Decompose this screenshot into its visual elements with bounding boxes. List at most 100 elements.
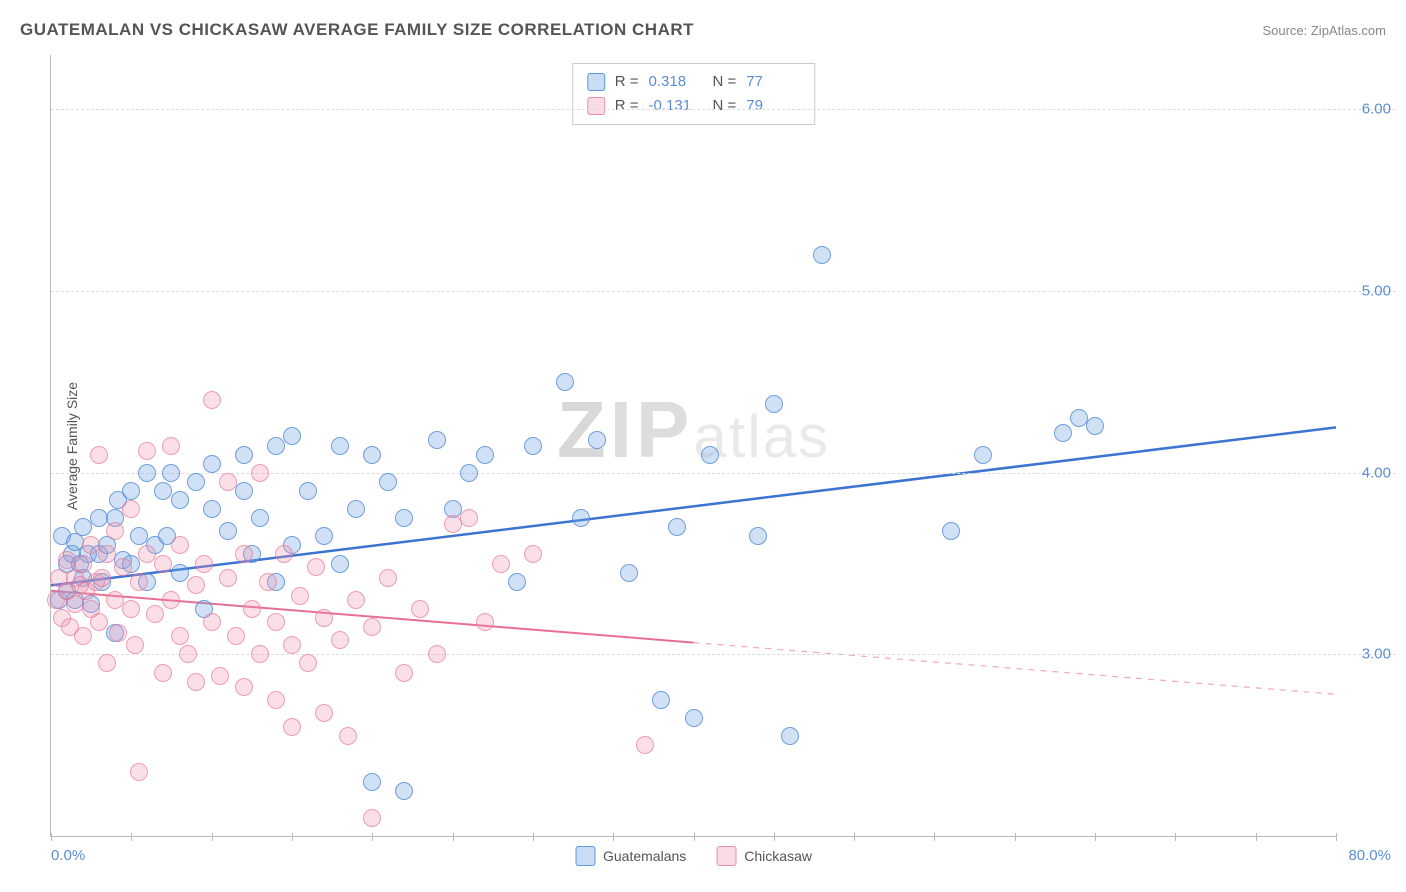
n-value: 77 <box>746 70 800 94</box>
data-point <box>492 555 510 573</box>
data-point <box>283 718 301 736</box>
data-point <box>299 482 317 500</box>
data-point <box>90 613 108 631</box>
data-point <box>203 500 221 518</box>
data-point <box>195 555 213 573</box>
series-legend: Guatemalans Chickasaw <box>575 846 812 866</box>
data-point <box>122 482 140 500</box>
data-point <box>476 446 494 464</box>
data-point <box>363 618 381 636</box>
chart-header: GUATEMALAN VS CHICKASAW AVERAGE FAMILY S… <box>20 20 1386 40</box>
data-point <box>114 558 132 576</box>
data-point <box>942 522 960 540</box>
x-tick <box>131 833 132 841</box>
data-point <box>588 431 606 449</box>
legend-label: Guatemalans <box>603 848 686 864</box>
data-point <box>572 509 590 527</box>
data-point <box>363 809 381 827</box>
data-point <box>90 446 108 464</box>
data-point <box>154 664 172 682</box>
data-point <box>636 736 654 754</box>
data-point <box>620 564 638 582</box>
legend-item: Chickasaw <box>716 846 812 866</box>
data-point <box>227 627 245 645</box>
x-axis-min-label: 0.0% <box>51 847 85 864</box>
data-point <box>219 569 237 587</box>
x-tick <box>1336 833 1337 841</box>
data-point <box>395 509 413 527</box>
data-point <box>171 536 189 554</box>
y-tick-label: 6.00 <box>1362 101 1391 118</box>
data-point <box>299 654 317 672</box>
x-tick <box>212 833 213 841</box>
data-point <box>251 509 269 527</box>
data-point <box>476 613 494 631</box>
n-label: N = <box>713 70 737 94</box>
data-point <box>187 576 205 594</box>
n-label: N = <box>713 94 737 118</box>
x-tick <box>51 833 52 841</box>
data-point <box>267 613 285 631</box>
data-point <box>130 573 148 591</box>
data-point <box>187 473 205 491</box>
data-point <box>395 664 413 682</box>
data-point <box>395 782 413 800</box>
data-point <box>1086 417 1104 435</box>
data-point <box>749 527 767 545</box>
x-tick <box>934 833 935 841</box>
data-point <box>162 464 180 482</box>
data-point <box>243 600 261 618</box>
data-point <box>106 522 124 540</box>
data-point <box>171 627 189 645</box>
data-point <box>93 569 111 587</box>
data-point <box>428 645 446 663</box>
data-point <box>315 704 333 722</box>
data-point <box>203 391 221 409</box>
data-point <box>58 551 76 569</box>
data-point <box>211 667 229 685</box>
data-point <box>974 446 992 464</box>
data-point <box>267 437 285 455</box>
x-tick <box>533 833 534 841</box>
y-tick-label: 3.00 <box>1362 646 1391 663</box>
x-tick <box>453 833 454 841</box>
source-link[interactable]: ZipAtlas.com <box>1311 23 1386 38</box>
legend-swatch <box>575 846 595 866</box>
data-point <box>138 442 156 460</box>
data-point <box>98 545 116 563</box>
data-point <box>203 613 221 631</box>
data-point <box>154 555 172 573</box>
data-point <box>363 446 381 464</box>
x-tick <box>1256 833 1257 841</box>
data-point <box>275 545 293 563</box>
x-tick <box>372 833 373 841</box>
data-point <box>339 727 357 745</box>
data-point <box>219 473 237 491</box>
data-point <box>235 545 253 563</box>
data-point <box>347 591 365 609</box>
r-value: -0.131 <box>649 94 703 118</box>
data-point <box>379 569 397 587</box>
data-point <box>685 709 703 727</box>
data-point <box>1054 424 1072 442</box>
data-point <box>347 500 365 518</box>
data-point <box>765 395 783 413</box>
correlation-stats-box: R = 0.318N =77R = -0.131N =79 <box>572 63 816 125</box>
data-point <box>235 482 253 500</box>
stats-row: R = 0.318N =77 <box>587 70 801 94</box>
legend-swatch <box>587 97 605 115</box>
data-point <box>291 587 309 605</box>
data-point <box>701 446 719 464</box>
data-point <box>283 427 301 445</box>
data-point <box>146 605 164 623</box>
data-point <box>331 437 349 455</box>
data-point <box>283 636 301 654</box>
data-point <box>315 609 333 627</box>
data-point <box>460 509 478 527</box>
y-tick-label: 5.00 <box>1362 283 1391 300</box>
x-tick <box>613 833 614 841</box>
gridline <box>51 109 1396 110</box>
x-tick <box>1175 833 1176 841</box>
source-attribution: Source: ZipAtlas.com <box>1262 23 1386 38</box>
data-point <box>813 246 831 264</box>
